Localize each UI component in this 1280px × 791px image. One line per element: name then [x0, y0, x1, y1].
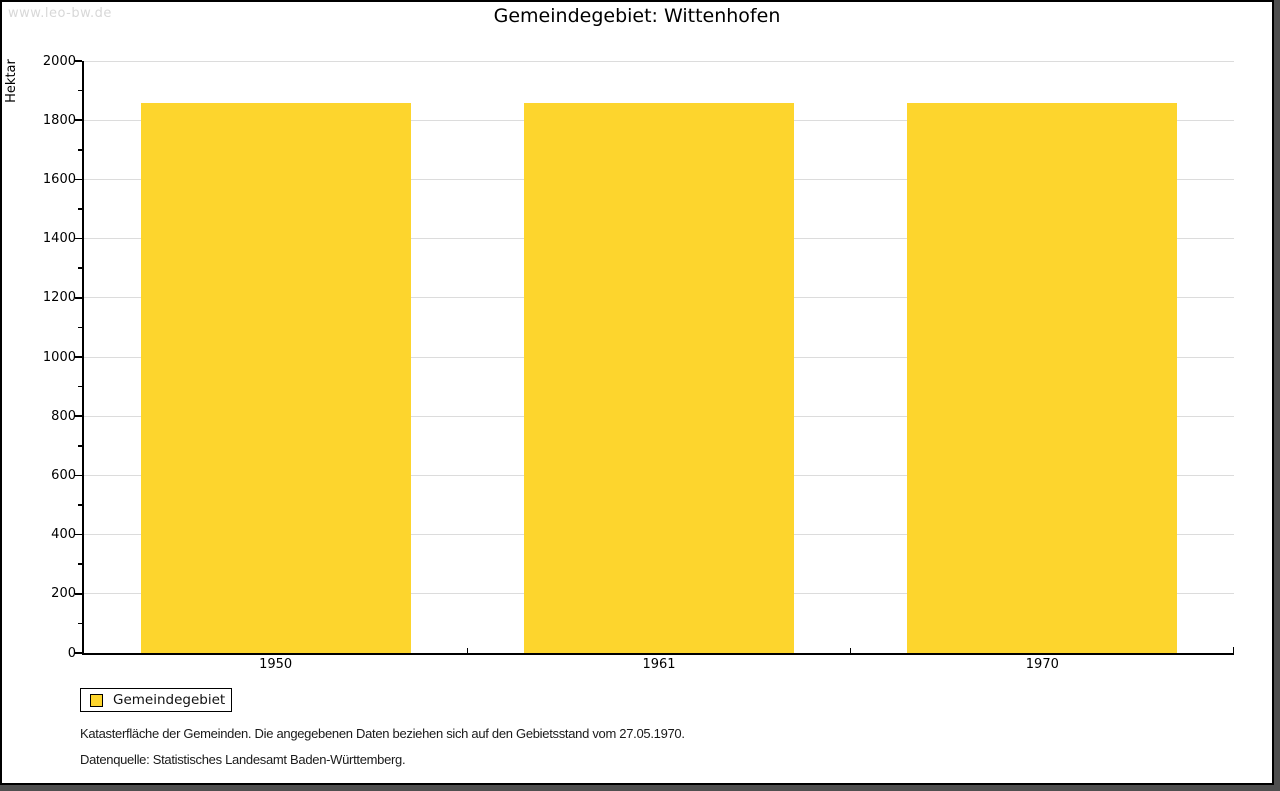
footnote: Katasterfläche der Gemeinden. Die angege…: [80, 726, 685, 741]
x-axis-label: 1961: [642, 657, 676, 672]
x-axis-label: 1950: [259, 657, 293, 672]
y-axis-tick: [75, 593, 82, 595]
y-axis-tick: [75, 415, 82, 417]
y-axis-tick: [75, 237, 82, 240]
y-axis-minor-tick: [78, 504, 82, 506]
bar-1950: [140, 103, 411, 653]
y-axis-tick-label: 400: [51, 527, 76, 543]
y-axis-minor-tick: [78, 622, 82, 625]
y-axis-tick-label: 600: [51, 467, 76, 483]
y-axis-tick-label: 1400: [42, 231, 76, 247]
x-axis-tick: [849, 648, 852, 653]
y-axis-minor-tick: [78, 208, 82, 210]
x-axis-tick: [466, 648, 469, 653]
y-axis-tick-label: 1800: [42, 112, 76, 128]
y-axis-minor-tick: [78, 445, 82, 447]
y-axis-tick-label: 2000: [42, 53, 76, 69]
y-axis-tick-label: 1200: [42, 290, 76, 306]
y-axis-tick-label: 800: [51, 408, 76, 424]
y-axis-tick-label: 200: [51, 586, 76, 602]
x-axis-label: 1970: [1025, 657, 1059, 672]
y-axis-tick: [75, 178, 82, 181]
legend-label: Gemeindegebiet: [113, 692, 226, 708]
y-axis-tick-label: 0: [67, 645, 76, 661]
y-axis-tick: [75, 652, 82, 654]
y-axis-minor-tick: [78, 563, 82, 565]
bar-1970: [907, 103, 1178, 653]
plot-area: 0 200 400 600 800 1000 1200 1400 1600 1800 2000 195…: [43, 54, 1234, 672]
legend: Gemeindegebiet: [80, 688, 232, 712]
y-axis-minor-tick: [78, 385, 82, 388]
y-axis-tick: [75, 533, 82, 536]
y-axis-tick: [75, 356, 82, 358]
chart-title: Gemeindegebiet: Wittenhofen: [493, 5, 781, 27]
y-axis-tick: [75, 60, 82, 62]
y-axis-minor-tick: [78, 326, 82, 329]
bar-1961: [524, 103, 794, 653]
gridline: [84, 60, 1234, 62]
y-axis-minor-tick: [78, 149, 82, 151]
y-axis-tick: [75, 474, 82, 477]
y-axis-minor-tick: [78, 267, 82, 269]
y-axis-tick: [75, 119, 82, 121]
y-axis-tick-label: 1000: [42, 349, 76, 365]
y-axis-minor-tick: [78, 89, 82, 92]
legend-swatch: [90, 693, 103, 707]
x-axis-end-tick: [1232, 647, 1234, 653]
y-axis-tick: [75, 297, 82, 299]
source-note: Datenquelle: Statistisches Landesamt Bad…: [80, 752, 406, 767]
watermark: www.leo-bw.de: [8, 6, 112, 21]
y-axis-tick-label: 1600: [42, 171, 76, 187]
